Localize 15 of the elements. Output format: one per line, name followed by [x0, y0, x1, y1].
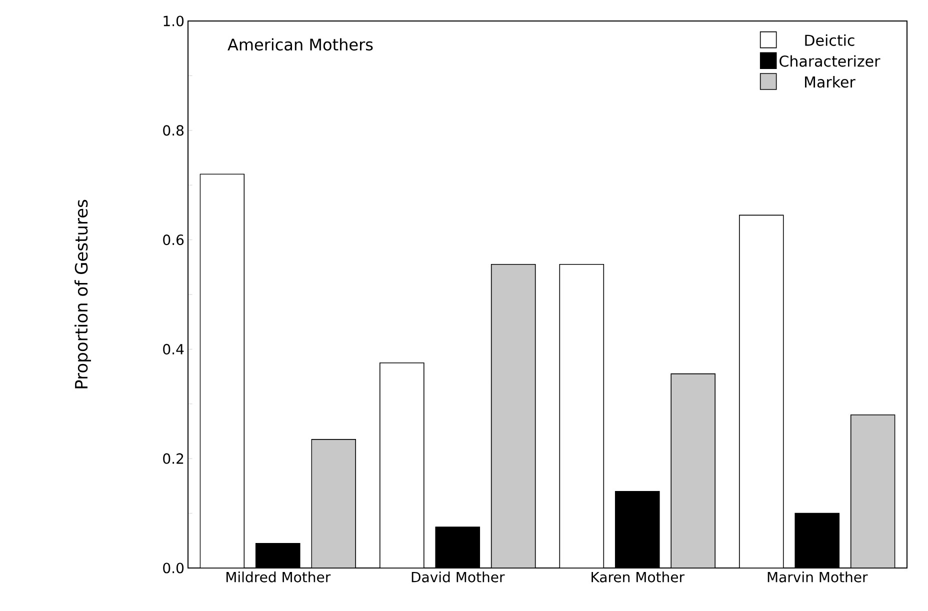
y-axis-title: Proportion of Gestures — [74, 200, 91, 388]
y-tick-label: 0.8 — [163, 125, 184, 136]
y-tick-label: 1.0 — [164, 16, 184, 26]
y-tick-label: 0.6 — [163, 234, 184, 246]
x-tick-label: Karen Mother — [592, 572, 685, 582]
y-tick-label: 0.0 — [163, 562, 184, 574]
x-tick-label: Marvin Mother — [768, 572, 868, 582]
legend-label: Deictic — [805, 34, 854, 46]
legend-label: Marker — [805, 76, 856, 88]
y-tick-label: 0.4 — [163, 344, 184, 354]
legend-label: Characterizer — [780, 55, 880, 67]
x-tick-label: Mildred Mother — [226, 572, 331, 582]
x-tick-label: David Mother — [412, 572, 505, 582]
text: American Mothers — [228, 38, 373, 51]
y-tick-label: 0.2 — [163, 453, 184, 464]
